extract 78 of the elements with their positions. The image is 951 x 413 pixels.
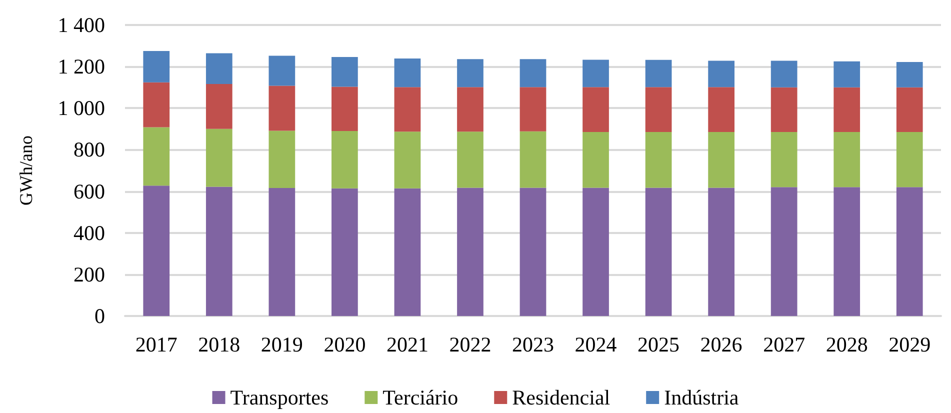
- x-tick-label: 2026: [700, 332, 742, 356]
- x-tick-label: 2021: [386, 332, 428, 356]
- bar: [457, 87, 484, 132]
- x-tick-label: 2024: [574, 332, 618, 356]
- y-tick-label: 1 000: [58, 96, 105, 120]
- x-tick-label: 2019: [260, 332, 303, 356]
- bar: [708, 60, 734, 88]
- y-tick-label: 800: [74, 138, 105, 162]
- bar: [268, 86, 296, 131]
- bar: [645, 60, 672, 88]
- bar: [457, 132, 484, 188]
- y-tick-label: 1 400: [58, 13, 105, 37]
- legend-label: Indústria: [664, 386, 740, 410]
- bar: [770, 132, 798, 188]
- bar: [896, 62, 923, 88]
- x-tick-label: 2027: [763, 332, 806, 356]
- bar: [206, 84, 232, 129]
- x-tick-label: 2018: [198, 332, 240, 356]
- y-tick-label: 0: [94, 304, 105, 328]
- bar: [457, 188, 484, 316]
- bar: [896, 187, 923, 316]
- bar: [708, 132, 734, 188]
- bar: [520, 131, 546, 188]
- bar: [582, 188, 609, 316]
- bar: [582, 87, 609, 132]
- y-tick-label: 400: [74, 220, 105, 245]
- bar: [520, 87, 546, 132]
- legend-label: Terciário: [382, 386, 458, 410]
- x-tick-label: 2022: [449, 332, 492, 356]
- bar: [708, 87, 734, 132]
- bar: [394, 58, 421, 88]
- bar: [206, 53, 232, 84]
- bar: [206, 186, 232, 316]
- y-axis-title: GWh/ano: [16, 136, 36, 206]
- bar: [143, 82, 170, 128]
- bar: [834, 87, 860, 132]
- bar: [394, 132, 421, 188]
- bar: [834, 187, 860, 316]
- bar: [268, 130, 296, 188]
- bar: [896, 132, 923, 188]
- bar: [896, 87, 923, 132]
- x-tick-label: 2025: [638, 332, 680, 356]
- bar: [143, 127, 170, 186]
- bar: [645, 87, 672, 132]
- bar: [143, 186, 170, 316]
- bar: [708, 188, 734, 316]
- bar: [394, 188, 421, 316]
- bar: [206, 128, 232, 187]
- bar: [770, 60, 798, 88]
- bar: [770, 87, 798, 132]
- bar: [332, 188, 358, 316]
- bar: [645, 132, 672, 188]
- x-tick-label: 2017: [135, 332, 178, 356]
- bar: [332, 131, 358, 188]
- bar: [268, 56, 296, 86]
- bar: [645, 188, 672, 316]
- y-tick-label: 600: [74, 179, 105, 204]
- bar: [582, 132, 609, 188]
- x-tick-label: 2028: [826, 332, 868, 356]
- bar: [520, 188, 546, 316]
- bar: [332, 57, 358, 87]
- x-tick-label: 2020: [324, 332, 366, 356]
- legend-label: Residencial: [512, 386, 610, 410]
- y-tick-label: 200: [74, 262, 105, 286]
- bar: [834, 61, 860, 88]
- bar: [520, 59, 546, 88]
- bar: [457, 59, 484, 88]
- bar: [332, 86, 358, 132]
- y-tick-label: 1 200: [58, 54, 105, 79]
- x-tick-label: 2023: [512, 332, 554, 356]
- bar: [770, 187, 798, 316]
- x-tick-label: 2029: [888, 332, 931, 356]
- bar: [268, 188, 296, 316]
- bar: [143, 50, 170, 82]
- bar: [834, 132, 860, 188]
- bar: [582, 60, 609, 88]
- bar: [394, 87, 421, 132]
- legend-label: Transportes: [230, 386, 329, 410]
